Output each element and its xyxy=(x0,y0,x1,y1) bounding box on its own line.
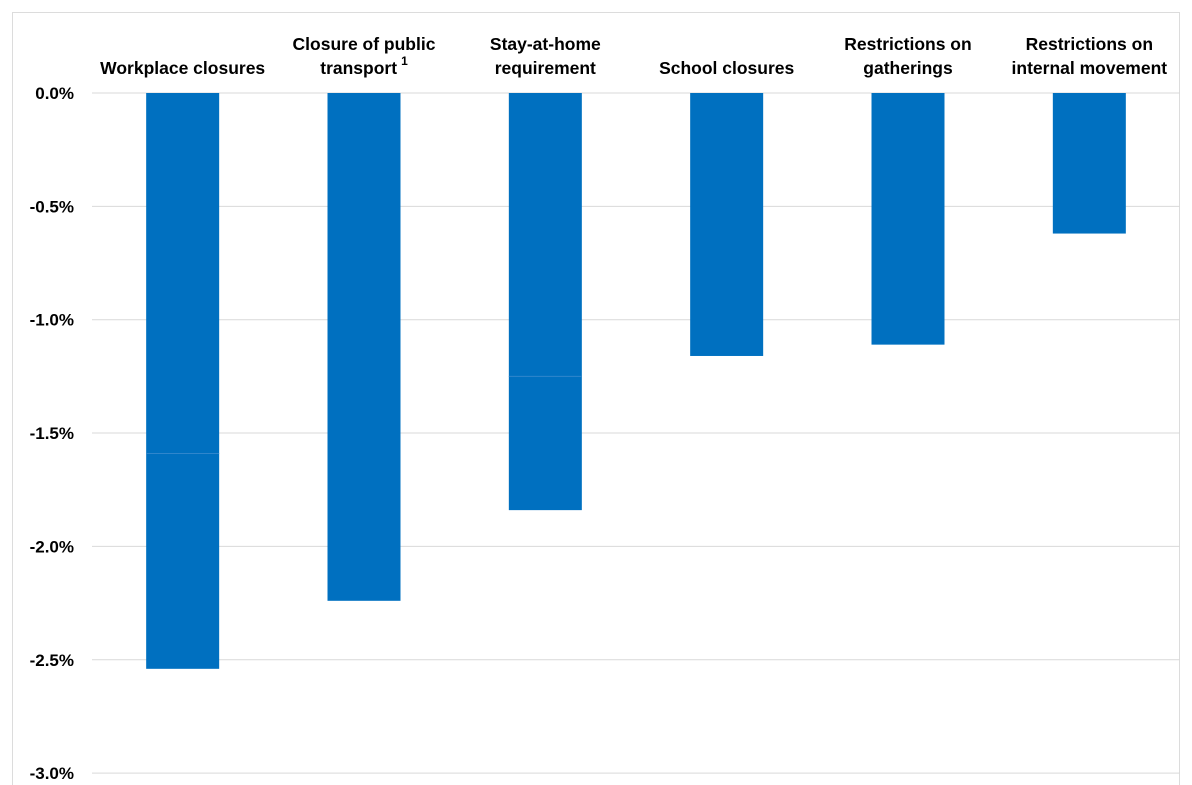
category-label: Restrictions on xyxy=(844,34,971,54)
y-tick-label: -0.5% xyxy=(30,197,74,216)
category-label: School closures xyxy=(659,58,794,78)
category-label: transport 1 xyxy=(320,54,408,78)
category-label: Restrictions on xyxy=(1026,34,1153,54)
bar xyxy=(146,93,220,669)
bar xyxy=(508,93,582,511)
y-tick-label: -1.0% xyxy=(30,311,74,330)
bar xyxy=(1052,93,1126,234)
bar xyxy=(327,93,401,601)
category-label: Stay-at-home xyxy=(490,34,601,54)
y-tick-label: -1.5% xyxy=(30,424,74,443)
y-tick-label: -3.0% xyxy=(30,764,74,783)
category-label: requirement xyxy=(495,58,596,78)
y-tick-label: -2.0% xyxy=(30,537,74,556)
y-tick-label: -2.5% xyxy=(30,651,74,670)
category-label: gatherings xyxy=(863,58,953,78)
category-label: Workplace closures xyxy=(100,58,265,78)
bar xyxy=(871,93,945,345)
chart-frame xyxy=(12,12,1180,785)
footnote-superscript: 1 xyxy=(401,54,408,68)
y-tick-label: 0.0% xyxy=(35,84,74,103)
category-label: internal movement xyxy=(1012,58,1168,78)
category-label: Closure of public xyxy=(293,34,436,54)
bar xyxy=(690,93,764,356)
